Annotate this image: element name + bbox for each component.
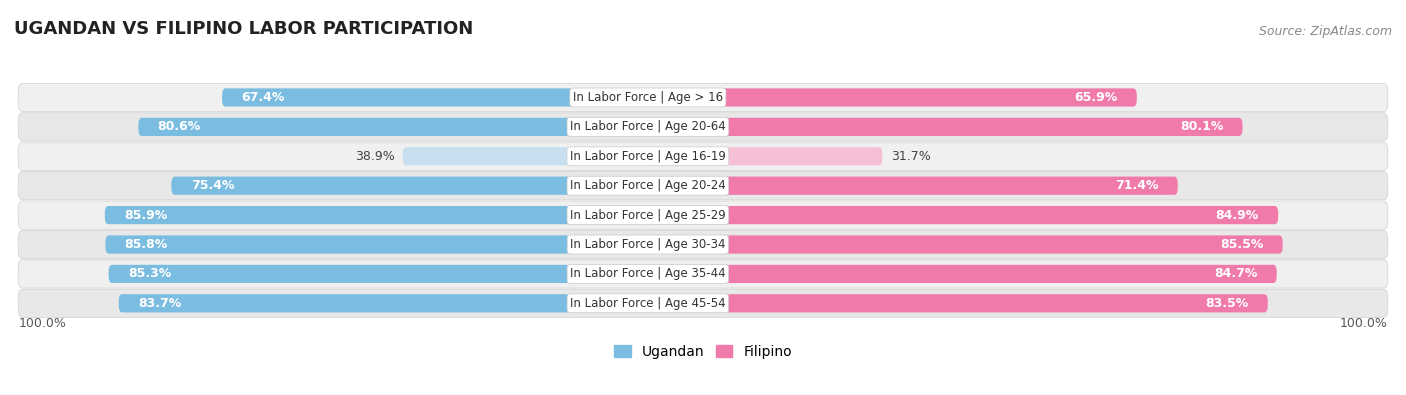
Text: In Labor Force | Age 20-24: In Labor Force | Age 20-24 [569,179,725,192]
Text: 75.4%: 75.4% [191,179,235,192]
Text: 80.1%: 80.1% [1180,120,1223,134]
Text: In Labor Force | Age 16-19: In Labor Force | Age 16-19 [569,150,725,163]
FancyBboxPatch shape [18,142,1388,170]
FancyBboxPatch shape [105,206,648,224]
FancyBboxPatch shape [18,201,1388,229]
Text: 84.7%: 84.7% [1213,267,1257,280]
FancyBboxPatch shape [648,147,883,166]
Text: In Labor Force | Age 25-29: In Labor Force | Age 25-29 [569,209,725,222]
Text: Source: ZipAtlas.com: Source: ZipAtlas.com [1258,25,1392,38]
FancyBboxPatch shape [172,177,648,195]
Text: 85.9%: 85.9% [124,209,167,222]
FancyBboxPatch shape [222,88,648,107]
FancyBboxPatch shape [648,294,1268,312]
Text: UGANDAN VS FILIPINO LABOR PARTICIPATION: UGANDAN VS FILIPINO LABOR PARTICIPATION [14,20,474,38]
FancyBboxPatch shape [648,118,1243,136]
FancyBboxPatch shape [18,230,1388,259]
Text: 100.0%: 100.0% [18,318,66,330]
Text: In Labor Force | Age 45-54: In Labor Force | Age 45-54 [569,297,725,310]
Text: 67.4%: 67.4% [242,91,285,104]
Text: 85.3%: 85.3% [128,267,172,280]
FancyBboxPatch shape [648,88,1137,107]
Text: 80.6%: 80.6% [157,120,201,134]
Text: In Labor Force | Age > 16: In Labor Force | Age > 16 [572,91,723,104]
FancyBboxPatch shape [402,147,648,166]
FancyBboxPatch shape [18,289,1388,318]
Text: 83.7%: 83.7% [138,297,181,310]
Text: 65.9%: 65.9% [1074,91,1118,104]
Text: 100.0%: 100.0% [1340,318,1388,330]
FancyBboxPatch shape [18,171,1388,200]
FancyBboxPatch shape [105,235,648,254]
Text: In Labor Force | Age 35-44: In Labor Force | Age 35-44 [569,267,725,280]
FancyBboxPatch shape [138,118,648,136]
Text: 38.9%: 38.9% [354,150,395,163]
Text: 85.5%: 85.5% [1220,238,1264,251]
Text: In Labor Force | Age 20-64: In Labor Force | Age 20-64 [569,120,725,134]
FancyBboxPatch shape [108,265,648,283]
Text: 71.4%: 71.4% [1115,179,1159,192]
Text: 83.5%: 83.5% [1205,297,1249,310]
FancyBboxPatch shape [648,265,1277,283]
FancyBboxPatch shape [648,177,1178,195]
FancyBboxPatch shape [648,206,1278,224]
Text: 85.8%: 85.8% [125,238,167,251]
Text: In Labor Force | Age 30-34: In Labor Force | Age 30-34 [571,238,725,251]
FancyBboxPatch shape [18,83,1388,112]
FancyBboxPatch shape [118,294,648,312]
FancyBboxPatch shape [18,260,1388,288]
Legend: Ugandan, Filipino: Ugandan, Filipino [609,339,797,365]
Text: 31.7%: 31.7% [890,150,931,163]
Text: 84.9%: 84.9% [1216,209,1258,222]
FancyBboxPatch shape [648,235,1282,254]
FancyBboxPatch shape [18,113,1388,141]
